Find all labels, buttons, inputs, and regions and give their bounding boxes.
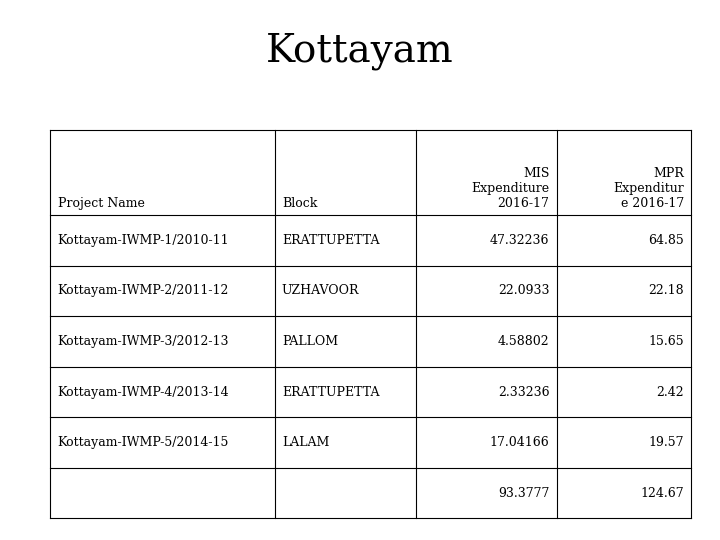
Text: 93.3777: 93.3777 [498,487,549,500]
Text: Kottayam-IWMP-1/2010-11: Kottayam-IWMP-1/2010-11 [58,234,229,247]
Text: ERATTUPETTA: ERATTUPETTA [282,234,379,247]
Text: PALLOM: PALLOM [282,335,338,348]
Text: Kottayam-IWMP-3/2012-13: Kottayam-IWMP-3/2012-13 [58,335,229,348]
Text: UZHAVOOR: UZHAVOOR [282,285,359,298]
Text: Kottayam-IWMP-2/2011-12: Kottayam-IWMP-2/2011-12 [58,285,229,298]
Text: Kottayam-IWMP-4/2013-14: Kottayam-IWMP-4/2013-14 [58,386,229,399]
Text: 64.85: 64.85 [648,234,684,247]
Text: 15.65: 15.65 [649,335,684,348]
Text: 19.57: 19.57 [649,436,684,449]
Text: 22.18: 22.18 [649,285,684,298]
Text: Block: Block [282,197,318,210]
Text: 124.67: 124.67 [640,487,684,500]
Text: Project Name: Project Name [58,197,145,210]
Text: 4.58802: 4.58802 [498,335,549,348]
Text: 2.42: 2.42 [657,386,684,399]
Text: MIS
Expenditure
2016-17: MIS Expenditure 2016-17 [472,167,549,210]
Text: 17.04166: 17.04166 [490,436,549,449]
Text: ERATTUPETTA: ERATTUPETTA [282,386,379,399]
Text: 2.33236: 2.33236 [498,386,549,399]
Text: Kottayam: Kottayam [266,32,454,70]
Text: 47.32236: 47.32236 [490,234,549,247]
Text: Kottayam-IWMP-5/2014-15: Kottayam-IWMP-5/2014-15 [58,436,229,449]
Text: MPR
Expenditur
e 2016-17: MPR Expenditur e 2016-17 [613,167,684,210]
Text: 22.0933: 22.0933 [498,285,549,298]
Text: LALAM: LALAM [282,436,329,449]
